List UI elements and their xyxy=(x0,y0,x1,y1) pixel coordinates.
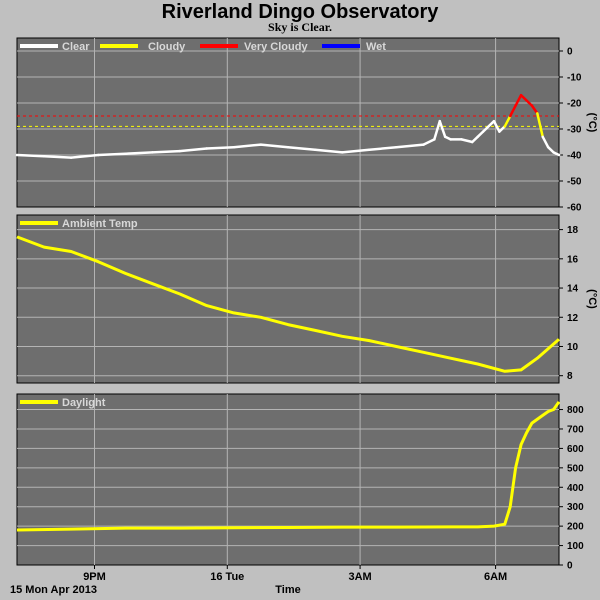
series-line xyxy=(16,400,561,532)
x-tick-label: 9PM xyxy=(83,571,106,583)
chart-title: Riverland Dingo Observatory xyxy=(162,1,440,23)
legend-label: Cloudy xyxy=(148,41,186,53)
series-segment xyxy=(514,93,523,107)
y-tick-label: 600 xyxy=(567,444,584,455)
series-segment xyxy=(481,119,496,133)
y-tick-label: 0 xyxy=(567,47,573,58)
series-segment xyxy=(492,119,501,133)
y-tick-label: 100 xyxy=(567,541,584,552)
series-segment xyxy=(422,138,436,146)
date-label: 15 Mon Apr 2013 xyxy=(10,584,97,596)
series-segment xyxy=(286,145,317,152)
y-tick-label: -20 xyxy=(567,99,582,110)
legend-label: Daylight xyxy=(62,397,106,409)
series-segment xyxy=(519,93,528,102)
chart-panels: 0 -10 -20 -30 -40 -50 -60 (°C) Clear Cloudy Very C… xyxy=(15,37,598,583)
series-segment xyxy=(340,148,371,154)
series-segment xyxy=(525,99,534,107)
panel-sky-temperature: 0 -10 -20 -30 -40 -50 -60 (°C) Clear Cloudy Very C… xyxy=(15,37,598,214)
series-segment xyxy=(368,145,398,152)
y-tick-label: 700 xyxy=(567,424,584,435)
series-segment xyxy=(313,148,344,154)
x-axis-label: Time xyxy=(275,584,300,596)
x-tick-label: 6AM xyxy=(484,571,507,583)
x-axis: 9PM 16 Tue 3AM 6AM xyxy=(83,565,507,583)
x-tick-label: 3AM xyxy=(348,571,371,583)
series-segment xyxy=(552,151,561,157)
y-tick-label: 18 xyxy=(567,225,579,236)
y-tick-label: 8 xyxy=(567,371,573,382)
y-tick-label: 300 xyxy=(567,502,584,513)
legend-label: Ambient Temp xyxy=(62,218,138,230)
series-segment xyxy=(205,145,236,150)
series-segment xyxy=(97,152,127,157)
plot-area xyxy=(16,393,560,566)
y-tick-label: -10 xyxy=(567,73,582,84)
series-segment xyxy=(503,114,512,128)
series-segment xyxy=(395,143,425,149)
y-tick-label: -50 xyxy=(567,177,582,188)
series-segment xyxy=(69,153,100,159)
series-segment xyxy=(15,153,46,158)
y-tick-label: 400 xyxy=(567,483,584,494)
y-tick-label: 16 xyxy=(567,254,579,265)
unit-label: (°C) xyxy=(586,289,598,309)
y-tick-label: -30 xyxy=(567,125,582,136)
y-tick-label: 500 xyxy=(567,463,584,474)
plot-area xyxy=(16,214,560,384)
series-segment xyxy=(232,143,263,149)
series-segment xyxy=(541,135,550,149)
series-segment xyxy=(530,104,539,115)
x-tick-label: 16 Tue xyxy=(210,571,244,583)
legend-label: Very Cloudy xyxy=(244,41,308,53)
y-tick-label: 200 xyxy=(567,522,584,533)
series-segment xyxy=(536,112,544,139)
series-segment xyxy=(508,104,517,118)
series-segment xyxy=(438,119,447,139)
panel-daylight: 800 700 600 500 400 300 200 100 0 Daylight xyxy=(16,393,584,572)
y-tick-label: 800 xyxy=(567,405,584,416)
y-tick-label: 14 xyxy=(567,284,579,295)
plot-area xyxy=(16,37,560,208)
chart-subtitle: Sky is Clear. xyxy=(268,20,332,34)
y-tick-label: -40 xyxy=(567,151,582,162)
legend-label: Wet xyxy=(366,41,386,53)
series-segment xyxy=(259,143,290,149)
series-segment xyxy=(42,155,73,159)
y-tick-label: 10 xyxy=(567,342,579,353)
y-tick-label: 12 xyxy=(567,313,579,324)
series-segment xyxy=(151,149,181,154)
series-line xyxy=(16,235,560,373)
series-segment xyxy=(124,151,154,155)
y-tick-label: -60 xyxy=(567,203,582,214)
legend-label: Clear xyxy=(62,41,90,53)
series-segment xyxy=(471,135,479,144)
series-segment xyxy=(433,119,442,141)
series-segment xyxy=(546,145,555,154)
series-segment xyxy=(178,147,208,153)
unit-label: (°C) xyxy=(586,113,598,133)
panel-ambient-temperature: 18 16 14 12 10 8 (°C) Ambient Temp xyxy=(16,214,598,384)
series-segment xyxy=(498,125,507,133)
series-segment xyxy=(476,130,485,139)
y-tick-label: 0 xyxy=(567,561,573,572)
series-segment xyxy=(460,138,474,144)
